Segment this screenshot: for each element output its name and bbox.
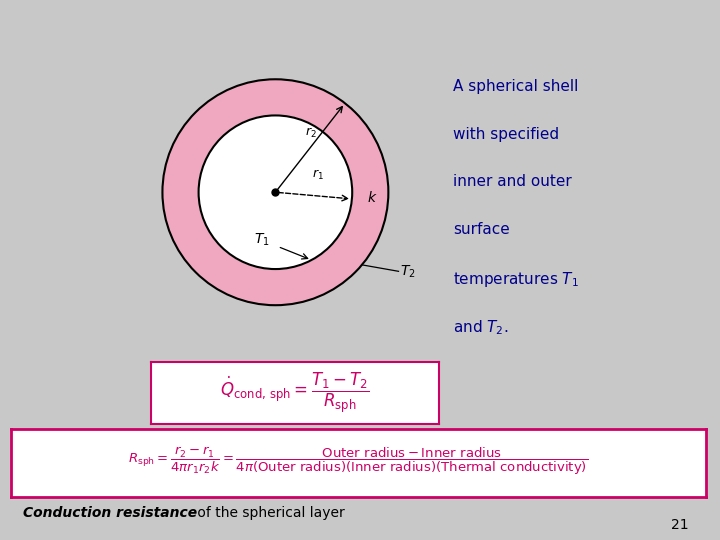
- Circle shape: [163, 79, 388, 305]
- Text: $\dot{Q}_{\mathrm{cond,\,sph}} = \dfrac{T_1 - T_2}{R_{\mathrm{sph}}}$: $\dot{Q}_{\mathrm{cond,\,sph}} = \dfrac{…: [220, 370, 370, 415]
- Text: inner and outer: inner and outer: [454, 174, 572, 190]
- Circle shape: [199, 116, 352, 269]
- Text: 21: 21: [670, 518, 688, 532]
- Text: Conduction resistance: Conduction resistance: [23, 505, 197, 519]
- Text: $T_2$: $T_2$: [400, 263, 415, 280]
- Text: $r_1$: $r_1$: [312, 168, 323, 183]
- Text: of the spherical layer: of the spherical layer: [193, 505, 345, 519]
- Text: temperatures $T_1$: temperatures $T_1$: [454, 271, 580, 289]
- Text: A spherical shell: A spherical shell: [454, 78, 579, 93]
- Text: $k$: $k$: [367, 191, 378, 205]
- Text: and $T_2$.: and $T_2$.: [454, 319, 509, 337]
- Text: $R_{\mathrm{sph}} = \dfrac{r_2 - r_1}{4\pi r_1 r_2 k} = \dfrac{\mathrm{Outer\ ra: $R_{\mathrm{sph}} = \dfrac{r_2 - r_1}{4\…: [128, 446, 588, 477]
- Text: with specified: with specified: [454, 126, 559, 141]
- Text: surface: surface: [454, 222, 510, 238]
- Text: $r_2$: $r_2$: [305, 126, 317, 140]
- Text: $T_1$: $T_1$: [254, 232, 270, 248]
